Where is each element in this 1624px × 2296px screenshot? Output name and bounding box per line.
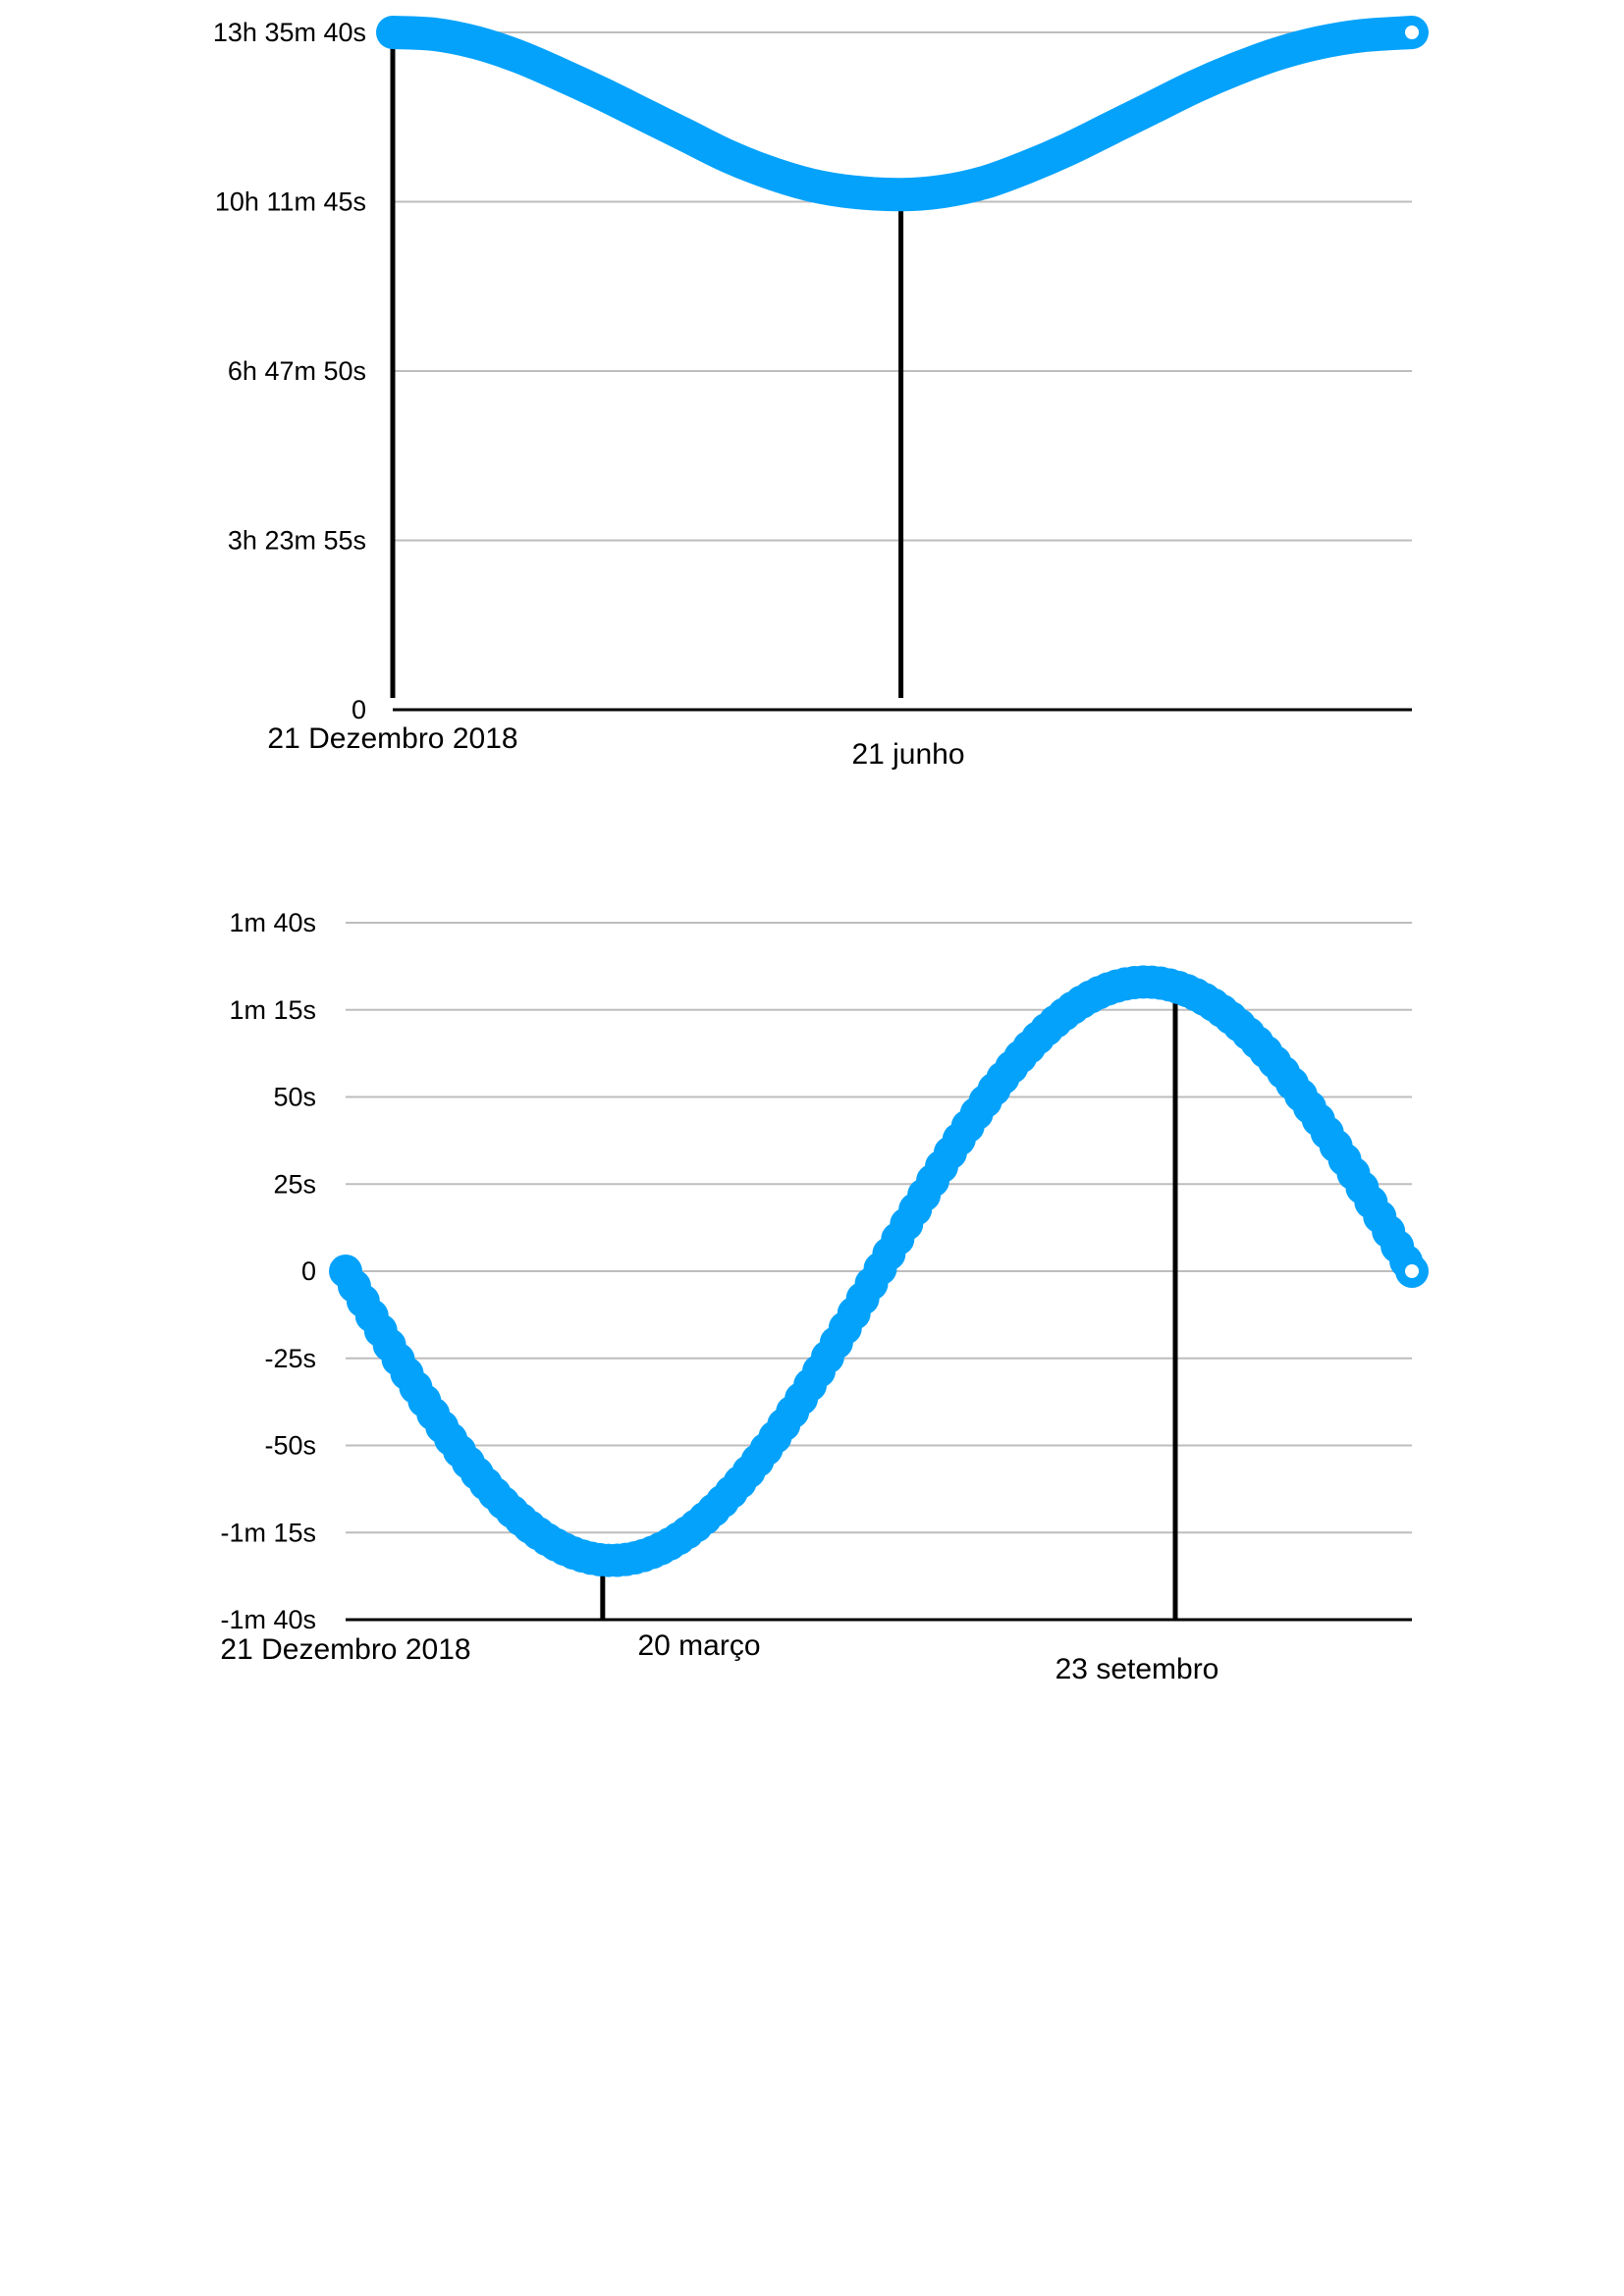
chart2-y-tick-label: 50s — [273, 1083, 316, 1112]
chart2-y-tick-label: -25s — [264, 1344, 316, 1373]
chart2-y-tick-label: -1m 15s — [220, 1518, 316, 1547]
chart1-end-point — [1405, 26, 1419, 39]
chart2-y-tick-label: 0 — [301, 1256, 316, 1286]
chart2-marker-label-setembro: 23 setembro — [1056, 1653, 1219, 1685]
chart2-series — [329, 965, 1429, 1577]
chart1-y-tick-label: 6h 47m 50s — [228, 356, 366, 386]
chart2-y-tick-labels: 1m 40s 1m 15s 50s 25s 0 -25s -50s -1m 15s -1m 40… — [220, 908, 316, 1634]
chart2-gridlines — [346, 922, 1412, 1534]
chart1-series — [376, 16, 1429, 212]
chart2-x-start-label: 21 Dezembro 2018 — [220, 1633, 470, 1666]
chart2-y-tick-label: 1m 15s — [229, 995, 316, 1025]
chart1-x-start-label: 21 Dezembro 2018 — [267, 722, 517, 755]
chart2-y-tick-label: 25s — [273, 1169, 316, 1199]
chart1-y-tick-label: 0 — [352, 695, 366, 724]
daylength-chart: 0 3h 23m 55s 6h 47m 50s 10h 11m 45s 13h 35m … — [213, 16, 1429, 771]
chart1-series-line — [376, 16, 1429, 212]
chart1-y-tick-label: 10h 11m 45s — [215, 187, 366, 217]
equation-of-time-chart: 1m 40s 1m 15s 50s 25s 0 -25s -50s -1m 15s -1m 40… — [220, 908, 1429, 1685]
chart2-y-tick-label: -1m 40s — [220, 1605, 316, 1634]
chart1-marker-label-junho: 21 junho — [851, 738, 964, 771]
chart1-y-tick-label: 3h 23m 55s — [228, 526, 366, 556]
chart1-marker-lines — [390, 32, 904, 698]
chart1-y-tick-label: 13h 35m 40s — [213, 18, 366, 47]
chart2-end-point — [1405, 1264, 1419, 1278]
chart2-y-tick-label: 1m 40s — [229, 908, 316, 937]
chart2-y-tick-label: -50s — [264, 1431, 316, 1461]
chart1-y-tick-labels: 0 3h 23m 55s 6h 47m 50s 10h 11m 45s 13h 35m … — [213, 18, 366, 724]
chart2-marker-label-marco: 20 março — [637, 1629, 760, 1662]
